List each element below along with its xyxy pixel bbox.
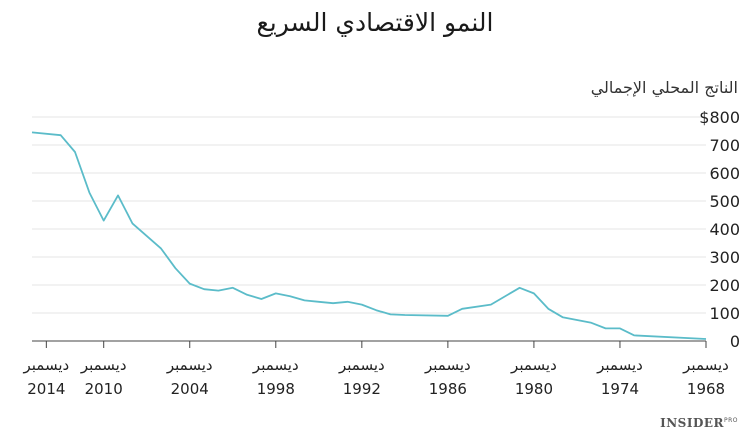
series-layer	[31, 131, 707, 340]
x-tick-year-label: 1998	[257, 380, 295, 398]
x-tick-month-label: ديسمبر	[252, 356, 299, 374]
x-tick-year-label: 2014	[27, 380, 65, 398]
brand-name: INSIDER	[660, 416, 724, 430]
x-tick-month-label: ديسمبر	[22, 356, 69, 374]
y-tick-label: $800	[699, 108, 740, 127]
x-tick-month-label: ديسمبر	[166, 356, 213, 374]
y-tick-label: 100	[709, 304, 740, 323]
brand-suffix: PRO	[723, 417, 738, 424]
x-tick-month-label: ديسمبر	[424, 356, 471, 374]
y-axis: $800 700 600 500 400 300 200 100 0	[699, 108, 740, 351]
x-tick-month-label: ديسمبر	[338, 356, 385, 374]
x-tick-year-label: 2010	[85, 380, 123, 398]
brand-logo: INSIDERPRO	[660, 416, 738, 430]
x-axis: ديسمبر 2014 ديسمبر 2010 ديسمبر 2004 ديسمبر 1998…	[22, 340, 729, 398]
y-tick-label: 600	[709, 164, 740, 183]
y-tick-label: 500	[709, 192, 740, 211]
x-tick-year-label: 1992	[343, 380, 381, 398]
y-tick-label: 700	[709, 136, 740, 155]
x-tick-year-label: 1974	[601, 380, 639, 398]
x-tick-year-label: 1986	[429, 380, 467, 398]
y-axis-label: الناتج المحلي الإجمالي	[590, 78, 738, 97]
y-tick-label: 300	[709, 248, 740, 267]
chart-title: النمو الاقتصادي السريع	[256, 8, 494, 37]
x-tick-year-label: 2004	[171, 380, 209, 398]
x-tick-year-label: 1980	[515, 380, 553, 398]
x-tick-month-label: ديسمبر	[682, 356, 729, 374]
y-tick-label: 0	[730, 332, 740, 351]
series-line-0	[31, 131, 707, 340]
y-tick-label: 200	[709, 276, 740, 295]
x-tick-month-label: ديسمبر	[596, 356, 643, 374]
y-tick-label: 400	[709, 220, 740, 239]
gridlines	[32, 116, 706, 314]
x-tick-year-label: 1968	[687, 380, 725, 398]
x-tick-month-label: ديسمبر	[510, 356, 557, 374]
x-tick-month-label: ديسمبر	[80, 356, 127, 374]
